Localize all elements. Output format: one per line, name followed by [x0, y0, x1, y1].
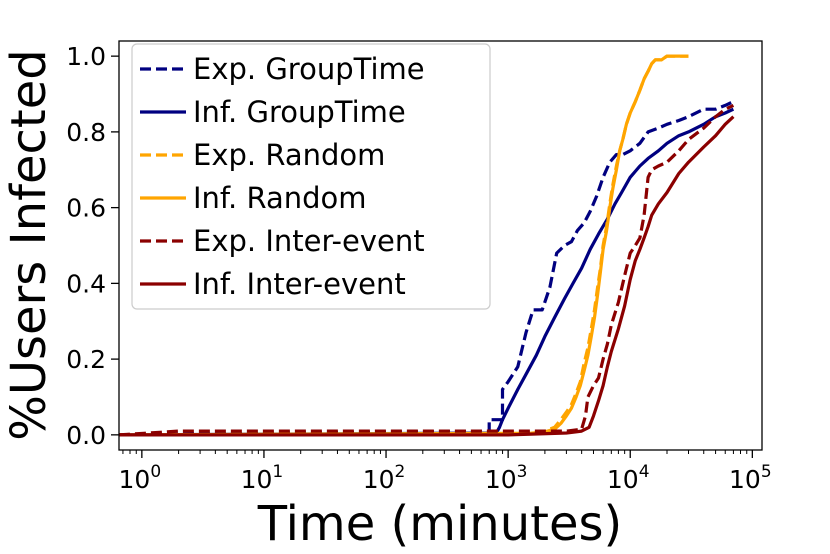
- y-tick-label: 0.2: [66, 345, 106, 374]
- x-tick-label: 103: [485, 462, 528, 494]
- series-lines: [119, 54, 735, 437]
- legend: Exp. GroupTime Inf. GroupTime Exp. Random I…: [131, 43, 491, 310]
- y-axis-label: %Users Infected: [1, 49, 57, 441]
- legend-label-2: Inf. GroupTime: [193, 95, 406, 129]
- series-line-6: [119, 115, 735, 437]
- legend-label-3: Exp. Random: [193, 138, 385, 172]
- x-tick-label: 105: [729, 462, 772, 494]
- legend-box: [131, 43, 491, 310]
- x-tick-label: 102: [363, 462, 406, 494]
- legend-label-5: Exp. Inter-event: [193, 224, 425, 258]
- series-line-5: [119, 103, 735, 437]
- y-tick-label: 0.0: [66, 421, 106, 450]
- y-axis: 0.0 0.2 0.4 0.6 0.8 1.0: [66, 42, 119, 450]
- x-axis: 100 101 102 103 104 105: [119, 450, 772, 494]
- x-axis-label: Time (minutes): [257, 496, 622, 552]
- y-tick-label: 1.0: [66, 42, 106, 71]
- series-line-1: [119, 100, 735, 437]
- series-line-4: [119, 54, 689, 437]
- y-tick-label: 0.6: [66, 194, 106, 223]
- legend-label-4: Inf. Random: [193, 181, 367, 215]
- legend-label-1: Exp. GroupTime: [193, 52, 425, 86]
- plot-frame: [118, 40, 763, 451]
- series-line-2: [119, 107, 735, 437]
- x-tick-label: 101: [241, 462, 284, 494]
- y-tick-label: 0.4: [66, 269, 106, 298]
- y-tick-label: 0.8: [66, 118, 106, 147]
- legend-label-6: Inf. Inter-event: [193, 267, 406, 301]
- x-tick-label: 100: [119, 462, 162, 494]
- x-tick-label: 104: [607, 462, 650, 494]
